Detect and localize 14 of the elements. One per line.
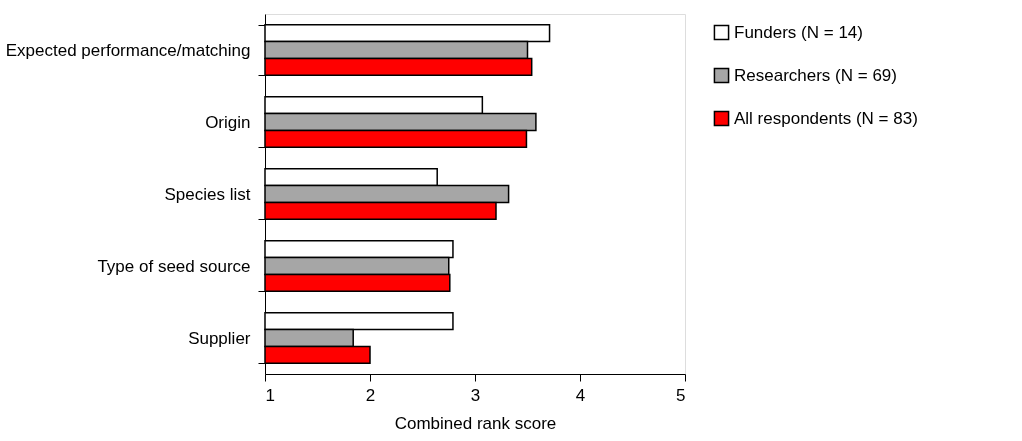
- x-tick-label: 3: [470, 385, 481, 405]
- x-tick-label: 2: [365, 385, 376, 405]
- x-tick-label: 1: [265, 385, 275, 405]
- y-tick-label: Origin: [205, 112, 251, 132]
- x-axis-title: Combined rank score: [394, 413, 557, 433]
- legend-label: Researchers (N = 69): [734, 65, 897, 85]
- legend-label: Funders (N = 14): [734, 22, 863, 42]
- x-tick-label: 4: [575, 385, 586, 405]
- x-tick-label: 5: [676, 385, 686, 405]
- y-tick-label: Species list: [164, 184, 251, 204]
- y-tick-label: Supplier: [188, 328, 251, 348]
- y-tick-label: Expected performance/matching: [5, 40, 251, 60]
- legend-label: All respondents (N = 83): [734, 108, 918, 128]
- y-tick-label: Type of seed source: [97, 256, 251, 276]
